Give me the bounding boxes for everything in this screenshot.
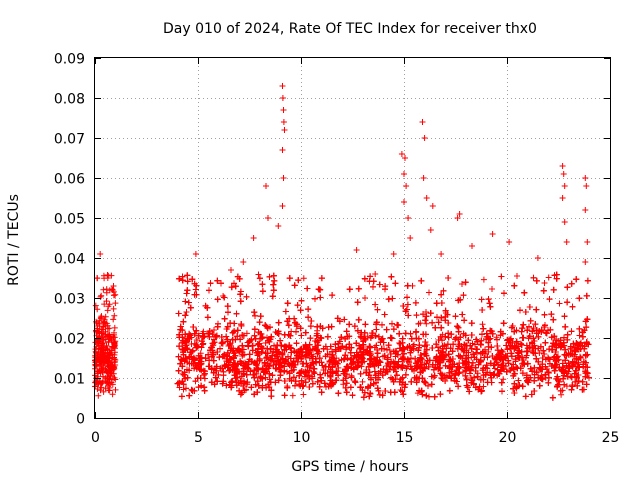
data-point (99, 351, 106, 358)
data-point (95, 338, 102, 345)
data-point (220, 293, 227, 299)
data-point (92, 302, 99, 309)
data-point (94, 306, 101, 313)
data-point (106, 349, 113, 356)
data-point (300, 391, 307, 398)
data-point (108, 379, 115, 386)
data-point (98, 292, 105, 299)
data-point (102, 354, 109, 361)
data-point (110, 334, 117, 341)
data-point (106, 301, 113, 308)
data-point (300, 275, 307, 282)
data-point (101, 316, 108, 323)
data-point (105, 339, 112, 346)
data-point (106, 325, 113, 332)
data-points (92, 83, 592, 401)
data-point (104, 307, 111, 314)
data-point (111, 374, 118, 381)
data-point (423, 320, 430, 327)
data-point (95, 380, 102, 387)
data-point (92, 358, 99, 365)
data-point (111, 324, 118, 331)
data-point (94, 340, 101, 347)
data-point (100, 272, 107, 279)
data-point (479, 321, 486, 328)
data-point (92, 383, 99, 390)
data-point (97, 370, 104, 377)
data-point (110, 305, 117, 312)
data-point (109, 391, 116, 398)
data-point (98, 384, 105, 391)
data-point (111, 359, 118, 366)
data-point (92, 379, 99, 386)
data-point (101, 301, 108, 308)
data-point (99, 341, 106, 347)
data-point (111, 292, 118, 299)
data-point (112, 386, 119, 393)
chart-title: Day 010 of 2024, Rate Of TEC Index for r… (163, 21, 537, 37)
data-point (102, 328, 109, 335)
data-point (111, 342, 118, 349)
data-point (108, 365, 115, 372)
data-point (480, 276, 487, 283)
data-point (97, 315, 104, 322)
data-point (99, 333, 106, 340)
data-point (102, 313, 109, 320)
data-point (95, 346, 102, 353)
data-point (111, 349, 118, 356)
data-point (289, 392, 296, 399)
data-point (109, 362, 116, 369)
data-point (102, 385, 109, 392)
data-point (94, 325, 101, 332)
data-point (102, 323, 109, 329)
data-point (359, 378, 366, 385)
data-point (100, 373, 107, 380)
data-point (104, 275, 111, 281)
data-point (100, 286, 107, 293)
data-point (95, 392, 102, 399)
data-point (335, 364, 342, 371)
data-point (98, 326, 105, 333)
data-point (107, 335, 114, 342)
data-point (100, 388, 107, 395)
data-point (110, 316, 117, 323)
data-point (105, 357, 112, 364)
data-point (103, 342, 110, 349)
data-point (563, 383, 570, 390)
data-point (112, 300, 119, 307)
data-point (500, 376, 507, 383)
data-point (530, 325, 537, 332)
data-point (111, 312, 118, 319)
data-point (545, 274, 552, 281)
data-point (97, 387, 104, 394)
data-point (92, 372, 99, 379)
data-point (95, 328, 102, 335)
data-point (103, 289, 110, 296)
